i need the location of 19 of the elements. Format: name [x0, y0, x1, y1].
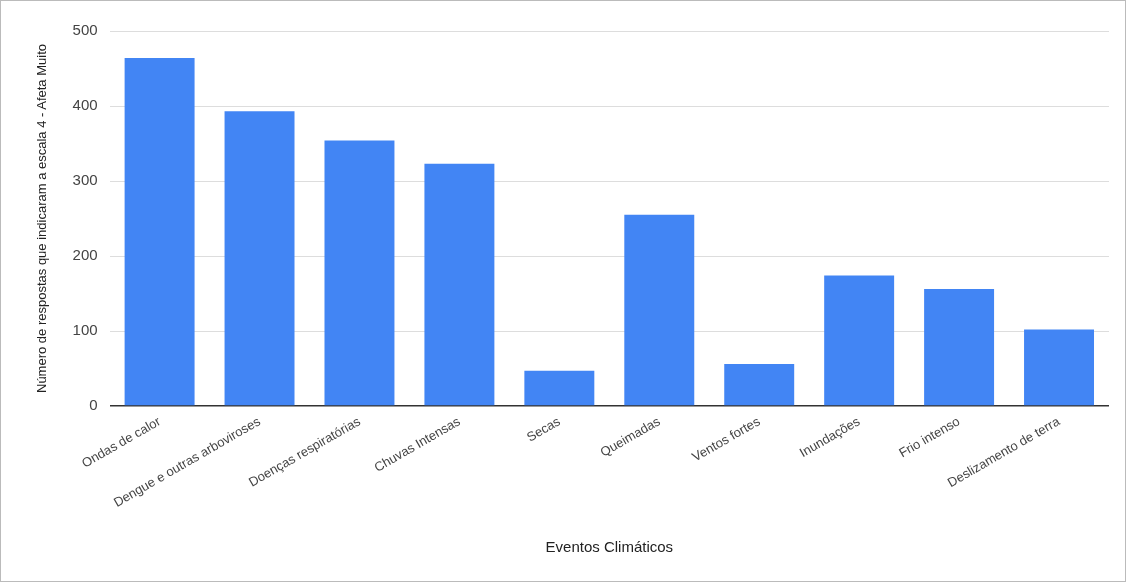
bar [524, 370, 595, 406]
bar [924, 289, 995, 406]
y-tick-label: 100 [72, 321, 98, 339]
y-axis-title: Número de respostas que indicaram a escala 4 - Afeta Muito [34, 44, 50, 394]
bar [824, 275, 895, 406]
y-tick-label: 0 [89, 396, 98, 414]
bar [624, 214, 695, 406]
y-tick-label: 400 [72, 96, 98, 114]
bar [124, 58, 195, 406]
x-tick-label: Secas [523, 413, 564, 445]
x-axis-title: Eventos Climáticos [545, 538, 674, 556]
bar [324, 140, 395, 406]
y-tick-label: 300 [72, 171, 98, 189]
bar [724, 364, 795, 406]
y-tick-label: 500 [72, 21, 98, 39]
bar [224, 111, 295, 406]
bar [424, 163, 495, 406]
bar [1024, 329, 1095, 406]
y-tick-label: 200 [72, 246, 98, 264]
